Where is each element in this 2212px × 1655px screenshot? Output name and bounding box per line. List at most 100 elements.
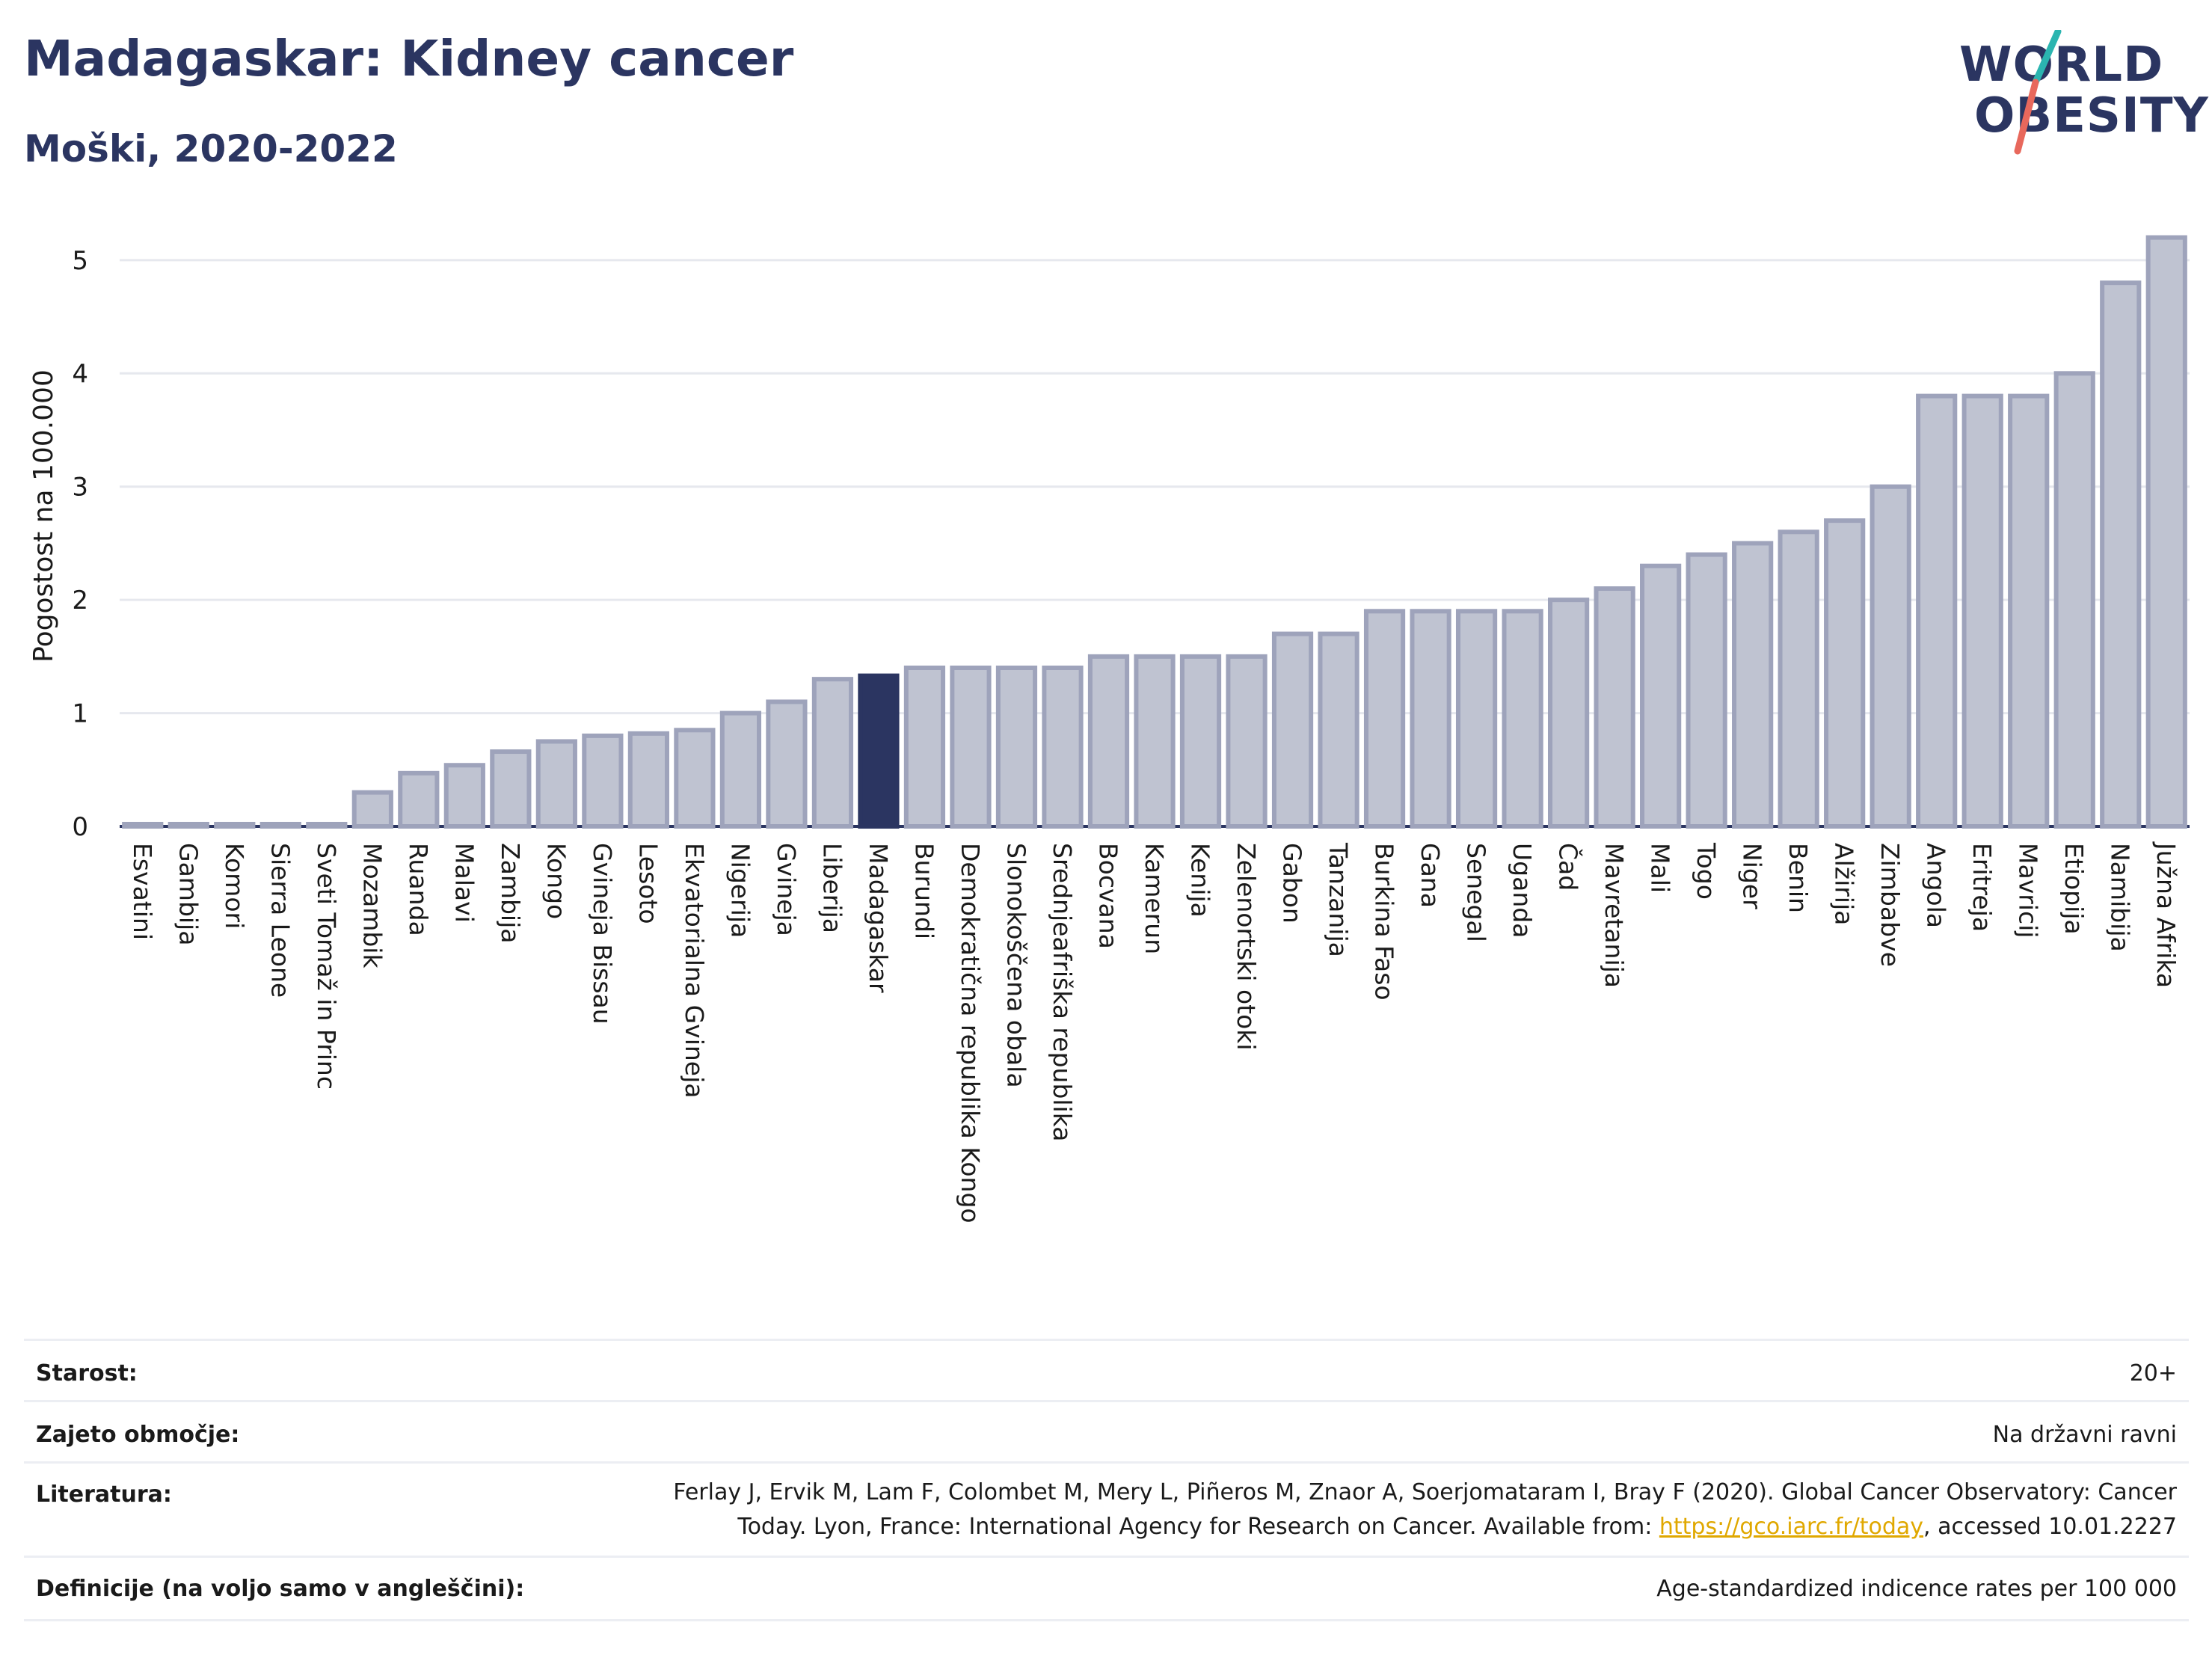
definitions-label: Definicije (na voljo samo v angleščini): — [36, 1576, 525, 1602]
bar — [1778, 529, 1819, 829]
logo-line2: OBESITY — [1974, 88, 2209, 144]
reference-link[interactable]: https://gco.iarc.fr/today — [1659, 1514, 1924, 1540]
definitions-value: Age-standardized indicence rates per 100… — [1656, 1576, 2177, 1602]
bar — [766, 699, 808, 829]
x-tick-label: Gambija — [173, 843, 203, 945]
reference-text: Ferlay J, Ervik M, Lam F, Colombet M, Me… — [532, 1476, 2177, 1544]
bars — [122, 235, 2187, 829]
x-tick-label: Bocvana — [1093, 843, 1122, 949]
area-value: Na državni ravni — [1992, 1422, 2177, 1448]
bar — [1318, 631, 1360, 829]
bar-chart: 0 1 2 3 4 5 Esvatini Gambija Komori Sierra Leone… — [28, 235, 2190, 1223]
x-tick-label: Demokratična republika Kongo — [956, 843, 985, 1223]
bar — [398, 770, 440, 829]
bar-highlight — [858, 673, 900, 829]
bar — [811, 677, 854, 829]
x-tick-label: Čad — [1554, 843, 1584, 891]
bar — [1271, 631, 1314, 829]
bar — [2100, 280, 2142, 829]
bar — [1455, 609, 1498, 829]
bar — [1824, 518, 1866, 829]
x-tick-labels: Esvatini Gambija Komori Sierra Leone Sveti T… — [128, 841, 2181, 1223]
bar — [1640, 563, 1682, 829]
x-tick-label: Ruanda — [404, 843, 433, 936]
x-tick-label: Uganda — [1508, 843, 1537, 938]
x-tick-label: Senegal — [1462, 843, 1491, 942]
x-tick-label: Srednjeafriška republika — [1048, 843, 1077, 1141]
bar — [719, 710, 762, 829]
x-tick-label: Nigerija — [725, 843, 755, 938]
x-tick-label: Zelenortski otoki — [1232, 843, 1261, 1051]
bar — [903, 666, 946, 829]
x-tick-label: Sierra Leone — [265, 843, 295, 998]
x-tick-label: Gabon — [1278, 843, 1307, 924]
x-tick-label: Gvineja — [772, 843, 801, 936]
x-tick-label: Eritreja — [1967, 843, 1997, 932]
y-tick-label: 5 — [72, 246, 88, 276]
x-tick-label: Madagaskar — [864, 843, 893, 993]
x-tick-label: Togo — [1692, 842, 1721, 900]
bar — [1179, 654, 1222, 829]
x-tick-label: Benin — [1784, 843, 1813, 913]
x-tick-label: Etiopija — [2059, 843, 2089, 935]
bar — [168, 821, 209, 829]
bar — [674, 728, 716, 829]
bar — [1134, 654, 1176, 829]
info-row-age: Starost: 20+ — [24, 1339, 2189, 1402]
info-table: Starost: 20+ Zajeto območje: Na državni … — [24, 1339, 2189, 1638]
x-tick-label: Zambija — [496, 843, 525, 943]
x-tick-label: Zimbabve — [1875, 843, 1905, 967]
info-row-definitions: Definicije (na voljo samo v angleščini):… — [24, 1556, 2189, 1621]
reference-line2-post: , accessed 10.01.2227 — [1923, 1514, 2177, 1540]
bar — [1870, 484, 1911, 829]
bar — [2008, 393, 2050, 829]
bar — [1042, 666, 1084, 829]
x-tick-label: Komori — [220, 843, 249, 929]
bar — [1916, 393, 1958, 829]
bar — [1961, 393, 2003, 829]
x-tick-label: Gana — [1416, 843, 1445, 908]
reference-line2: Today. Lyon, France: International Agenc… — [532, 1510, 2177, 1544]
world-obesity-logo: WORLD OBESITY — [1944, 30, 2208, 165]
bar — [1226, 654, 1268, 829]
age-label: Starost: — [36, 1360, 138, 1387]
x-tick-label: Malavi — [449, 843, 479, 923]
area-label: Zajeto območje: — [36, 1422, 240, 1448]
info-row-area: Zajeto območje: Na državni ravni — [24, 1400, 2189, 1464]
bar — [1594, 586, 1635, 829]
x-tick-label: Alžirija — [1830, 843, 1859, 925]
y-tick-labels: 0 1 2 3 4 5 — [72, 246, 88, 842]
x-tick-label: Gvineja Bissau — [588, 843, 617, 1025]
x-tick-label: Sveti Tomaž in Princ — [312, 843, 341, 1090]
y-tick-label: 3 — [72, 473, 88, 503]
x-tick-label: Angola — [1922, 843, 1951, 928]
bar — [1502, 609, 1543, 829]
x-tick-label: Mali — [1646, 843, 1675, 893]
x-tick-label: Kamerun — [1140, 843, 1169, 954]
x-tick-label: Burundi — [909, 843, 938, 939]
bar — [950, 666, 992, 829]
age-value: 20+ — [2129, 1360, 2177, 1387]
x-tick-label: Niger — [1738, 843, 1767, 909]
x-tick-label: Esvatini — [128, 843, 157, 940]
x-tick-label: Slonokoščena obala — [1001, 843, 1030, 1088]
bar — [1732, 541, 1774, 829]
page-subtitle: Moški, 2020-2022 — [24, 127, 398, 171]
logo-line1: WORLD — [1959, 37, 2164, 93]
bar — [306, 821, 348, 829]
bar — [535, 739, 577, 829]
y-axis-label: Pogostost na 100.000 — [28, 369, 59, 663]
bar — [1087, 654, 1130, 829]
x-tick-label: Mozambik — [357, 843, 387, 968]
bar — [259, 821, 301, 829]
info-row-reference: Literatura: Ferlay J, Ervik M, Lam F, Co… — [24, 1461, 2189, 1558]
x-tick-label: Tanzanija — [1324, 842, 1353, 957]
x-tick-label: Liberija — [817, 843, 847, 933]
bar — [582, 733, 624, 829]
reference-label: Literatura: — [36, 1481, 172, 1508]
bar — [122, 821, 164, 829]
bar — [1686, 552, 1727, 829]
bar — [1410, 609, 1451, 829]
x-tick-label: Ekvatorialna Gvineja — [680, 843, 709, 1098]
y-tick-label: 2 — [72, 586, 88, 615]
